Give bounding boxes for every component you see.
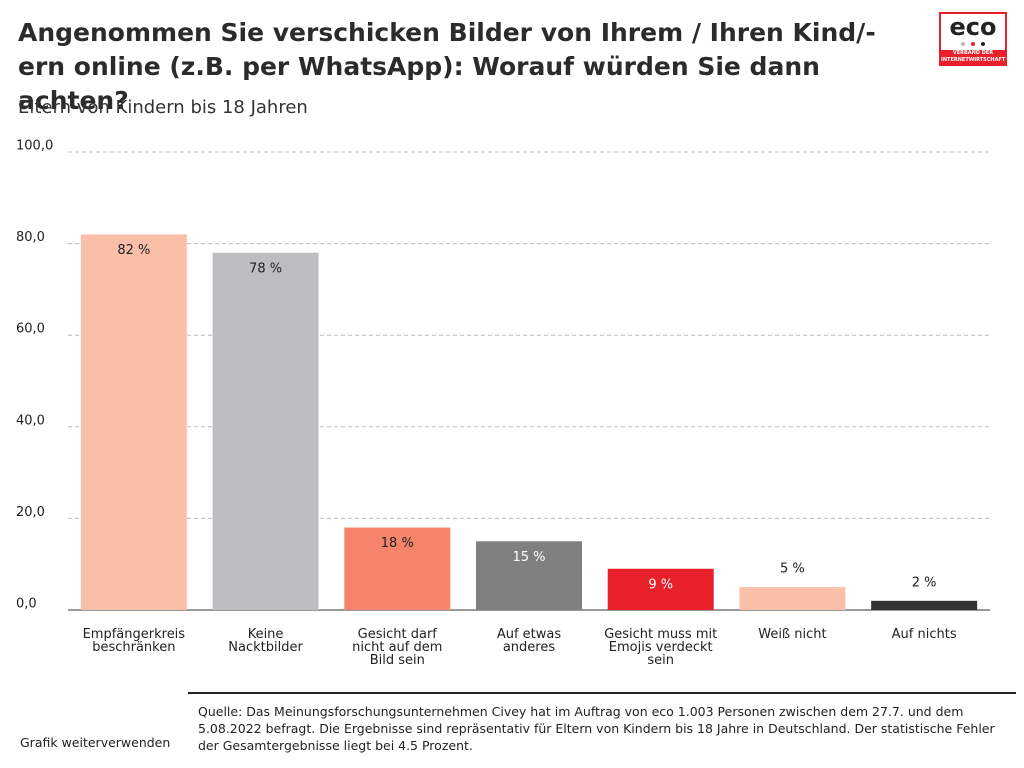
chart: 0,0 20,0 40,0 60,0 80,0 100,0 82 % 78 % 18 % 15 %… — [16, 139, 990, 612]
x-tick-label: Keine Nacktbilder — [228, 627, 303, 655]
logo: eco VERBAND DER INTERNETWIRTSCHAFT — [939, 12, 1007, 66]
bar — [80, 234, 187, 610]
value-label: 9 % — [648, 577, 673, 592]
bar — [607, 568, 714, 610]
value-label: 2 % — [912, 575, 937, 590]
value-label: 78 % — [249, 261, 282, 276]
y-tick-label: 20,0 — [16, 505, 45, 520]
x-tick-label: Gesicht darf nicht auf dem Bild sein — [352, 627, 443, 668]
footer-link[interactable]: Grafik weiterverwenden — [20, 735, 171, 750]
y-tick-label: 60,0 — [16, 322, 45, 337]
source-note: Quelle: Das Meinungsforschungsunternehme… — [198, 704, 995, 753]
x-tick-label: Gesicht muss mit Emojis verdeckt sein — [604, 627, 718, 668]
x-tick-label: Auf nichts — [891, 627, 957, 642]
chart-subtitle: Eltern von Kindern bis 18 Jahren — [18, 97, 308, 118]
bar — [871, 600, 978, 610]
source-rule — [188, 692, 1016, 694]
value-label: 15 % — [512, 550, 545, 565]
bar — [212, 252, 319, 610]
y-tick-label: 80,0 — [16, 230, 45, 245]
logo-top: eco — [941, 14, 1005, 50]
x-tick-label: Auf etwas anderes — [496, 627, 562, 655]
chart-title: Angenommen Sie verschicken Bilder von Ih… — [18, 18, 876, 115]
bar — [344, 527, 451, 610]
logo-name: eco — [949, 13, 997, 41]
x-tick-label: Empfängerkreis beschränken — [82, 627, 186, 655]
y-tick-label: 40,0 — [16, 413, 45, 428]
value-label: 18 % — [381, 536, 414, 551]
logo-tagline: VERBAND DER INTERNETWIRTSCHAFT — [941, 50, 1006, 63]
bar — [476, 541, 582, 610]
value-label: 5 % — [780, 562, 805, 577]
bar — [739, 587, 846, 610]
y-tick-label: 100,0 — [16, 139, 53, 154]
x-tick-label: Weiß nicht — [758, 627, 827, 642]
value-label: 82 % — [117, 243, 150, 258]
y-tick-label: 0,0 — [16, 597, 37, 612]
logo-dots — [961, 42, 985, 46]
